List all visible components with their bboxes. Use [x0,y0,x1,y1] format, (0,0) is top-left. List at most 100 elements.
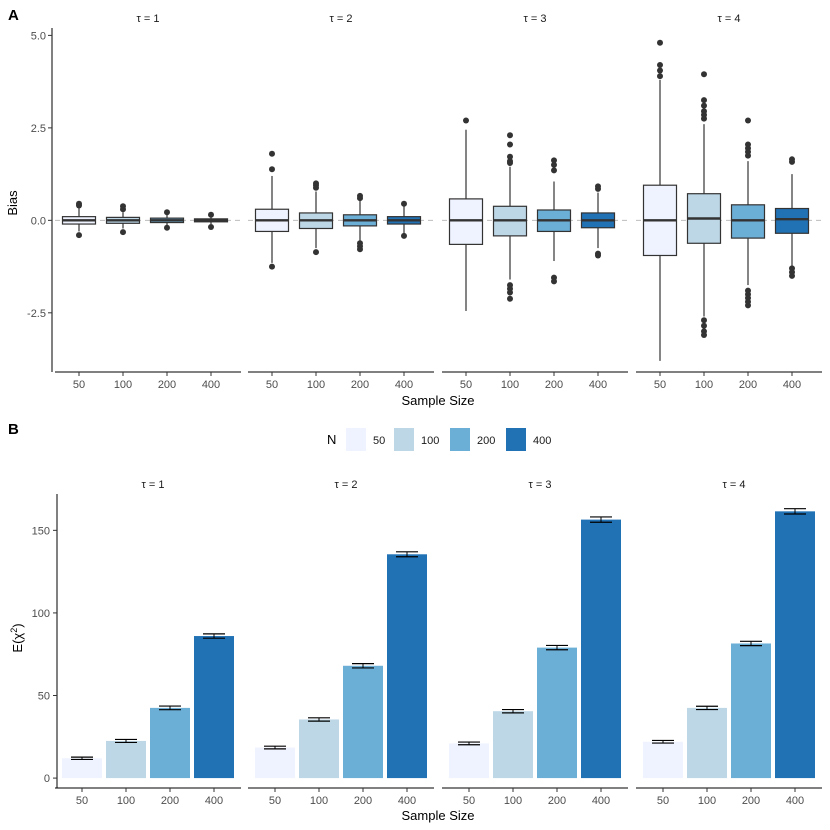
box-outlier-point [701,71,707,78]
bar-50 [255,747,295,779]
panel-b-facet-label: τ = 3 [529,479,552,491]
box-outlier-point [745,302,751,309]
bar-200 [731,643,771,779]
bar-400 [387,554,427,779]
panel-a-x-tick-label: 50 [654,379,666,391]
box-outlier-point [76,232,82,239]
panel-b-x-tick-label: 200 [742,795,760,807]
box-outlier-point [463,117,469,124]
legend: N 50 100 200 400 [327,428,551,451]
panel-a-boxplots: 5.0 2.5 0.0 -2.5 τ = 1 50 100 200 400 τ = 2 50 100 2… [27,13,822,391]
box-outlier-point [313,249,319,256]
box-outlier-point [269,150,275,157]
panel-b-y-tick-label: 50 [38,691,50,703]
panel-b-label: B [8,421,19,438]
box-outlier-point [269,166,275,173]
panel-b-x-tick-label: 100 [504,795,522,807]
panel-a-x-tick-label: 100 [501,379,519,391]
panel-b-x-tick-label: 50 [463,795,475,807]
panel-a-x-tick-label: 50 [460,379,472,391]
box-outlier-point [657,73,663,80]
box-outlier-point [551,161,557,168]
panel-b-x-tick-label: 400 [205,795,223,807]
box-iqr [448,198,484,245]
panel-a-x-tick-label: 50 [73,379,85,391]
bar-100 [687,707,727,779]
box-outlier-point [595,185,601,192]
box-outlier-point [357,246,363,253]
panel-a-facet-label: τ = 1 [137,13,160,25]
box-outlier-point [507,289,513,296]
bar-100 [493,711,533,779]
box-outlier-point [507,153,513,160]
panel-a-label: A [8,7,19,24]
legend-label-50: 50 [373,435,385,447]
panel-b-x-tick-label: 50 [269,795,281,807]
box-outlier-point [208,211,214,218]
panel-a-x-tick-label: 200 [351,379,369,391]
box-outlier-point [701,317,707,324]
box-outlier-point [745,117,751,124]
box-outlier-point [269,263,275,270]
box-outlier-point [507,295,513,302]
box-outlier-point [551,157,557,164]
bar-50 [62,758,102,779]
bar-200 [150,707,190,779]
panel-b-y-tick-label: 0 [44,773,50,785]
panel-b-y-axis-title-main: E(χ [10,633,25,653]
box-outlier-point [595,252,601,259]
panel-b-x-tick-label: 200 [548,795,566,807]
box-outlier-point [701,102,707,109]
panel-b-x-tick-label: 200 [354,795,372,807]
panel-a-x-tick-label: 200 [545,379,563,391]
box-outlier-point [357,195,363,202]
box-outlier-point [164,209,170,216]
box-outlier-point [701,97,707,104]
box-iqr [774,207,810,234]
panel-b-y-axis-title-end: ) [10,623,25,627]
box-outlier-point [313,184,319,191]
box-outlier-point [701,115,707,122]
panel-b-x-tick-label: 100 [698,795,716,807]
panel-a-facet-label: τ = 2 [330,13,353,25]
bar-100 [106,740,146,779]
bar-200 [537,647,577,779]
panel-a-x-tick-label: 400 [395,379,413,391]
bar-400 [581,519,621,779]
legend-swatch-400 [506,428,526,451]
panel-b-facet-label: τ = 1 [142,479,165,491]
box-outlier-point [507,132,513,139]
box-outlier-point [789,158,795,165]
panel-b-facet-label: τ = 2 [335,479,358,491]
box-outlier-point [701,322,707,329]
panel-b-y-tick-label: 100 [32,608,50,620]
panel-a-x-axis-title: Sample Size [402,393,475,408]
panel-a-x-tick-label: 200 [739,379,757,391]
panel-a-x-tick-label: 400 [783,379,801,391]
panel-b-y-axis-title-sup: 2 [9,628,19,633]
panel-a-x-tick-label: 200 [158,379,176,391]
panel-b-y-axis-title: E(χ2) [9,623,25,652]
legend-title: N [327,432,336,447]
panel-a-x-tick-label: 50 [266,379,278,391]
box-outlier-point [507,141,513,148]
bar-400 [775,511,815,779]
panel-b-x-tick-label: 400 [398,795,416,807]
legend-label-400: 400 [533,435,551,447]
panel-a-facet-label: τ = 4 [718,13,741,25]
legend-swatch-100 [394,428,414,451]
box-outlier-point [789,272,795,279]
panel-b-x-tick-label: 200 [161,795,179,807]
box-outlier-point [76,202,82,209]
box-outlier-point [120,206,126,213]
bar-100 [299,719,339,779]
panel-a-x-tick-label: 100 [695,379,713,391]
panel-a-y-tick-label: 5.0 [31,30,46,42]
panel-b-x-tick-label: 400 [786,795,804,807]
panel-a-x-tick-label: 100 [307,379,325,391]
legend-swatch-50 [346,428,366,451]
box-outlier-point [401,200,407,207]
box-outlier-point [401,232,407,239]
panel-b-y-tick-label: 150 [32,525,50,537]
